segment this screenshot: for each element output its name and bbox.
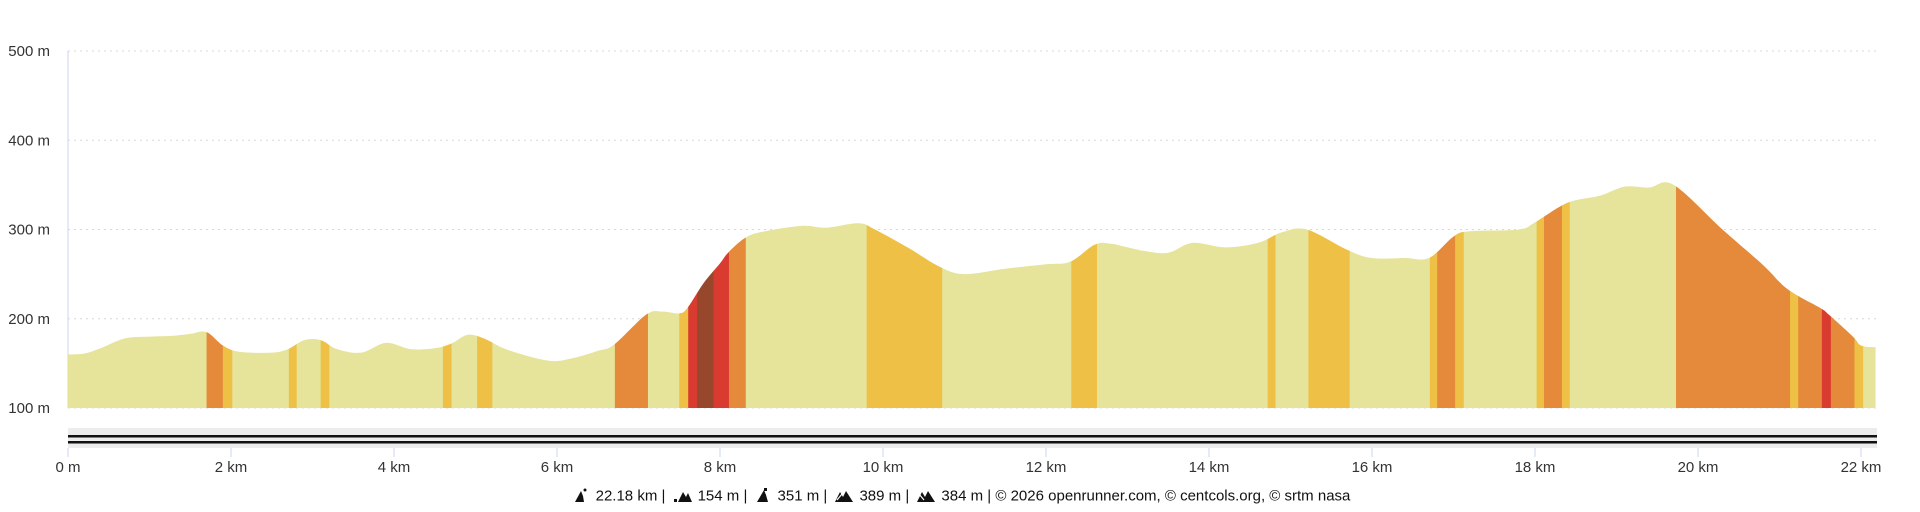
x-tick-label: 16 km: [1352, 459, 1393, 476]
elevation-gain-icon: [835, 491, 854, 502]
x-tick-label: 12 km: [1026, 459, 1067, 476]
elevation-loss-icon: [917, 491, 936, 502]
y-tick-label: 500 m: [8, 43, 50, 60]
x-tick-label: 6 km: [541, 459, 574, 476]
grade-segment-moderate: [1455, 182, 1464, 408]
grade-segment-moderate: [1536, 182, 1545, 408]
elevation-gain-value: 389 m: [859, 487, 902, 505]
stats-footer: 22.18 km | 154 m | 351 m | 389 m | 384 m…: [0, 487, 1920, 505]
x-tick-label: 0 m: [55, 459, 80, 476]
grade-segment-moderate: [1854, 182, 1864, 408]
x-tick-label: 14 km: [1189, 459, 1230, 476]
y-tick-label: 300 m: [8, 222, 50, 239]
distance-icon: [574, 488, 587, 502]
grade-segment-moderate: [1267, 182, 1276, 408]
separator: |: [661, 487, 666, 505]
grade-segment-moderate: [1561, 182, 1570, 408]
x-tick-label: 20 km: [1678, 459, 1719, 476]
grade-segment-steep: [614, 182, 648, 408]
grade-segment-steep: [728, 182, 746, 408]
y-tick-label: 400 m: [8, 132, 50, 149]
separator: |: [823, 487, 828, 505]
min-elevation-icon: [673, 492, 692, 502]
grade-segment-moderate: [1429, 182, 1438, 408]
grade-segment-steep: [1437, 182, 1456, 408]
max-elevation-value: 351 m: [777, 487, 820, 505]
credits-text: © 2026 openrunner.com, © centcols.org, ©…: [995, 487, 1351, 505]
grade-segment-very-steep: [713, 182, 730, 408]
grade-segment-moderate: [1071, 182, 1098, 408]
y-axis-labels: 100 m 200 m 300 m 400 m 500 m: [8, 43, 50, 417]
navigator-series-line-1: [68, 435, 1877, 438]
navigator-series-line-2: [68, 441, 1877, 444]
x-tick-label: 22 km: [1841, 459, 1882, 476]
distance-value: 22.18 km: [595, 487, 658, 505]
max-elevation-icon: [756, 488, 768, 502]
separator: |: [743, 487, 748, 505]
separator: |: [987, 487, 992, 505]
y-tick-label: 100 m: [8, 400, 50, 417]
x-tick-label: 2 km: [215, 459, 248, 476]
x-tick-label: 18 km: [1515, 459, 1556, 476]
min-elevation-value: 154 m: [697, 487, 740, 505]
x-tick-label: 4 km: [378, 459, 411, 476]
grade-segment-steep: [206, 182, 224, 408]
x-axis-labels: 0 m 2 km 4 km 6 km 8 km 10 km 12 km 14 km 16 km 1…: [55, 448, 1881, 476]
grade-segment-steep: [1543, 182, 1563, 408]
x-tick-label: 8 km: [704, 459, 737, 476]
separator: |: [905, 487, 910, 505]
x-tick-label: 10 km: [863, 459, 904, 476]
grade-segment-moderate: [1790, 182, 1799, 408]
grade-segment-steep: [1798, 182, 1823, 408]
grade-segment-moderate: [477, 182, 493, 408]
elevation-loss-value: 384 m: [941, 487, 984, 505]
navigator-scrollbar[interactable]: [68, 428, 1877, 448]
y-tick-label: 200 m: [8, 311, 50, 328]
